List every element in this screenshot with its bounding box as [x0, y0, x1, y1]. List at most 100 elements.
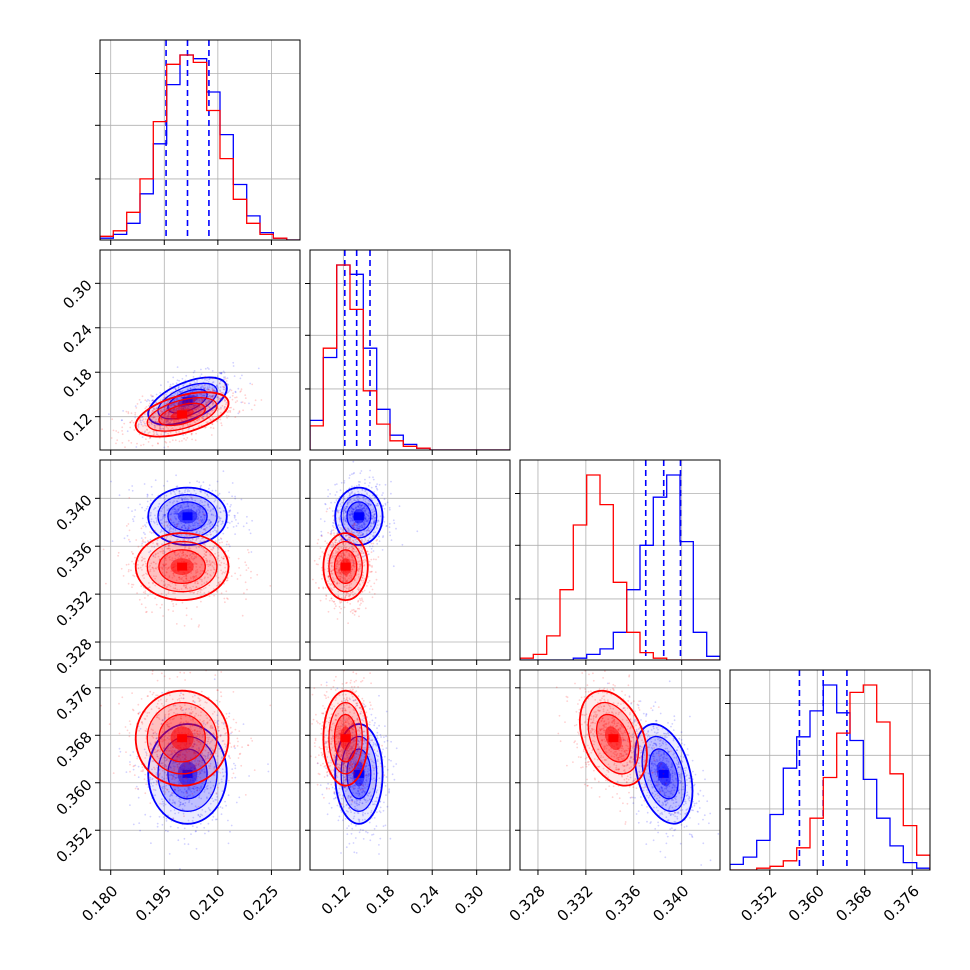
scatter-point — [208, 378, 211, 380]
scatter-point — [193, 553, 195, 556]
scatter-point — [205, 404, 208, 407]
scatter-point — [206, 401, 208, 404]
scatter-point — [184, 395, 187, 398]
scatter-point — [355, 500, 357, 502]
scatter-point — [371, 588, 374, 591]
scatter-point — [161, 548, 164, 550]
scatter-point — [193, 399, 196, 402]
scatter-point — [207, 503, 209, 506]
scatter-point — [205, 571, 207, 573]
scatter-point — [195, 847, 198, 850]
scatter-point — [229, 830, 231, 833]
scatter-point — [220, 371, 223, 374]
scatter-point — [132, 823, 135, 826]
scatter-point — [150, 520, 153, 523]
scatter-point — [178, 402, 181, 404]
scatter-point — [325, 510, 328, 513]
scatter-point — [155, 567, 158, 570]
scatter-point — [167, 526, 169, 528]
scatter-point — [147, 441, 150, 443]
scatter-point — [169, 524, 171, 527]
scatter-point — [327, 489, 329, 491]
scatter-point — [172, 506, 175, 509]
scatter-point — [361, 508, 364, 510]
scatter-point — [141, 559, 144, 562]
scatter-point — [227, 549, 230, 552]
scatter-point — [319, 518, 322, 520]
scatter-point — [178, 390, 181, 393]
scatter-point — [168, 853, 171, 855]
scatter-point — [193, 387, 196, 389]
scatter-point — [161, 518, 163, 521]
scatter-point — [212, 566, 215, 569]
scatter-point — [204, 514, 207, 517]
scatter-point — [344, 534, 347, 537]
scatter-point — [206, 573, 209, 575]
scatter-point — [192, 427, 195, 430]
scatter-point — [206, 379, 208, 381]
scatter-point — [235, 525, 238, 527]
scatter-point — [200, 398, 203, 400]
scatter-point — [170, 530, 172, 533]
scatter-point — [209, 394, 211, 397]
scatter-point — [229, 396, 232, 399]
scatter-point — [125, 563, 128, 566]
scatter-point — [241, 614, 244, 617]
scatter-point — [177, 387, 180, 390]
scatter-point — [351, 519, 354, 522]
scatter-point — [148, 431, 151, 434]
scatter-point — [206, 523, 209, 526]
scatter-point — [184, 545, 187, 548]
scatter-point — [223, 388, 226, 391]
scatter-point — [220, 406, 222, 409]
scatter-point — [186, 418, 189, 421]
scatter-point — [128, 529, 131, 532]
scatter-point — [142, 443, 145, 446]
scatter-point — [205, 405, 208, 407]
scatter-point — [358, 492, 360, 495]
scatter-point — [202, 543, 205, 545]
scatter-point — [205, 405, 208, 408]
scatter-point — [182, 384, 185, 387]
scatter-point — [244, 581, 247, 584]
scatter-point — [208, 399, 211, 402]
scatter-point — [248, 529, 251, 531]
scatter-point — [165, 419, 168, 421]
scatter-point — [346, 505, 349, 508]
scatter-point — [193, 522, 196, 525]
scatter-point — [176, 500, 178, 503]
scatter-point — [205, 534, 208, 536]
scatter-point — [338, 529, 340, 532]
scatter-point — [191, 496, 193, 499]
scatter-point — [132, 520, 135, 523]
scatter-point — [190, 433, 193, 436]
scatter-point — [221, 807, 224, 809]
scatter-point — [167, 547, 170, 550]
scatter-point — [211, 561, 213, 564]
scatter-point — [192, 524, 195, 527]
scatter-point — [204, 496, 206, 499]
scatter-point — [212, 389, 214, 392]
scatter-point — [351, 525, 354, 527]
scatter-point — [205, 411, 207, 413]
scatter-point — [193, 409, 196, 411]
scatter-point — [181, 498, 184, 500]
scatter-point — [178, 490, 181, 493]
scatter-point — [353, 499, 356, 501]
scatter-point — [325, 594, 327, 597]
scatter-point — [193, 557, 196, 560]
scatter-point — [214, 526, 216, 529]
scatter-point — [185, 607, 188, 610]
scatter-point — [151, 399, 154, 402]
scatter-point — [167, 412, 170, 414]
scatter-point — [205, 421, 208, 424]
scatter-point — [177, 505, 179, 508]
scatter-point — [182, 553, 185, 556]
scatter-point — [166, 480, 169, 483]
scatter-point — [155, 562, 157, 565]
scatter-point — [173, 408, 175, 410]
scatter-point — [370, 528, 372, 531]
scatter-point — [131, 586, 133, 588]
scatter-point — [144, 597, 146, 599]
scatter-point — [202, 547, 205, 550]
